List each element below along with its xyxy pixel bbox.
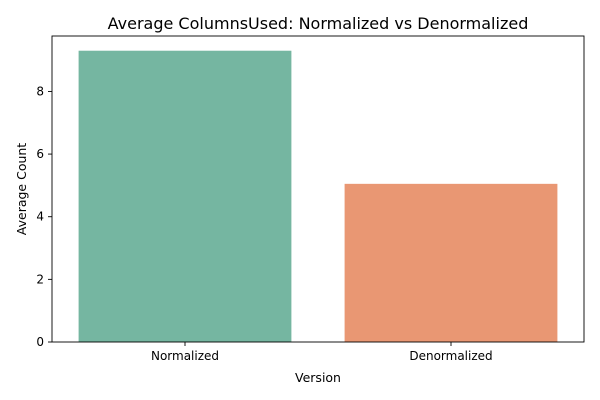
x-axis: Normalized Denormalized	[151, 342, 493, 363]
x-axis-label: Version	[295, 370, 341, 385]
bars-layer	[78, 50, 558, 342]
bar-normalized	[78, 50, 292, 342]
y-axis: 0 2 4 6 8	[36, 84, 52, 349]
y-tick-label: 8	[36, 84, 44, 98]
y-tick-label: 4	[36, 210, 44, 224]
y-tick-label: 6	[36, 147, 44, 161]
x-tick-label: Denormalized	[409, 349, 492, 363]
y-tick-label: 2	[36, 272, 44, 286]
plot-area-frame	[51, 35, 585, 343]
y-axis-label: Average Count	[14, 143, 29, 236]
chart-title: Average ColumnsUsed: Normalized vs Denor…	[108, 14, 529, 33]
x-tick-label: Normalized	[151, 349, 219, 363]
y-tick-label: 0	[36, 335, 44, 349]
bar-denormalized	[344, 183, 558, 342]
